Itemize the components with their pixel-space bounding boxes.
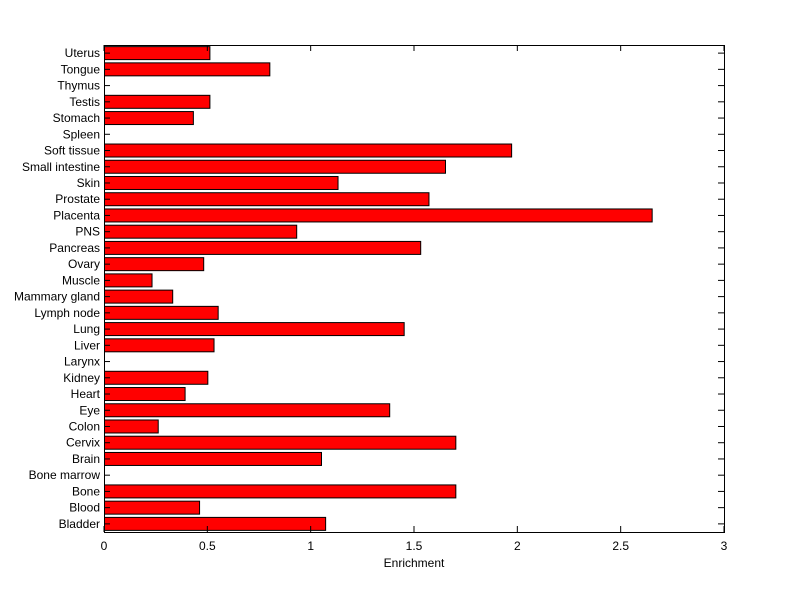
y-tick-label: Tongue (61, 62, 101, 76)
bar-ovary (104, 257, 205, 272)
y-tick-label: Liver (74, 338, 100, 352)
y-tick-label: Bone marrow (29, 468, 101, 482)
x-tick-label: 1 (307, 539, 314, 553)
y-tick-label: PNS (75, 225, 100, 239)
y-tick-label: Heart (71, 387, 101, 401)
bar-soft-tissue (104, 143, 513, 158)
bar-lung (104, 322, 405, 337)
x-tick-label: 2.5 (612, 539, 629, 553)
y-tick-label: Kidney (63, 371, 100, 385)
plot-frame (104, 45, 725, 533)
y-tick-label: Pancreas (49, 241, 100, 255)
bar-pns (104, 224, 298, 239)
y-tick-label: Lymph node (34, 306, 100, 320)
bar-liver (104, 338, 215, 353)
y-tick-label: Colon (69, 419, 100, 433)
y-tick-label: Blood (69, 501, 100, 515)
x-tick-label: 0 (101, 539, 108, 553)
bar-muscle (104, 273, 153, 288)
y-tick-label: Testis (69, 95, 100, 109)
bar-pancreas (104, 240, 422, 255)
bar-uterus (104, 46, 211, 61)
bar-brain (104, 451, 322, 466)
x-tick-label: 0.5 (199, 539, 216, 553)
y-tick-label: Larynx (64, 355, 100, 369)
bar-small-intestine (104, 159, 446, 174)
y-tick-label: Bladder (59, 517, 100, 531)
bar-mammary-gland (104, 289, 174, 304)
bar-bone (104, 484, 457, 499)
bar-tongue (104, 62, 271, 77)
ticks-layer: Bladder Blood Bone Bone marrow Brain Cervix Co… (14, 45, 728, 553)
bar-blood (104, 500, 201, 515)
bar-heart (104, 387, 186, 402)
y-tick-label: Spleen (63, 127, 100, 141)
y-tick-label: Soft tissue (44, 144, 100, 158)
y-tick-label: Ovary (68, 257, 100, 271)
bar-placenta (104, 208, 653, 223)
x-tick-label: 2 (514, 539, 521, 553)
y-tick-label: Bone (72, 484, 100, 498)
y-tick-label: Cervix (66, 436, 100, 450)
y-tick-label: Prostate (55, 192, 100, 206)
bar-bladder (104, 516, 327, 531)
bar-skin (104, 175, 339, 190)
y-tick-label: Stomach (53, 111, 100, 125)
x-tick-label: 3 (721, 539, 728, 553)
bar-lymph-node (104, 305, 219, 320)
y-tick-label: Skin (77, 176, 100, 190)
bar-testis (104, 94, 211, 109)
bar-eye (104, 403, 391, 418)
y-tick-label: Brain (72, 452, 100, 466)
bar-colon (104, 419, 159, 434)
bar-prostate (104, 192, 430, 207)
x-tick-label: 1.5 (406, 539, 423, 553)
y-tick-label: Small intestine (22, 160, 100, 174)
bar-cervix (104, 435, 457, 450)
y-tick-label: Eye (79, 403, 100, 417)
bar-stomach (104, 111, 194, 126)
y-tick-label: Thymus (57, 79, 100, 93)
y-tick-label: Mammary gland (14, 290, 100, 304)
y-tick-label: Muscle (62, 273, 100, 287)
y-tick-label: Lung (73, 322, 100, 336)
y-tick-label: Uterus (65, 46, 100, 60)
x-axis-title: Enrichment (384, 556, 445, 570)
bar-kidney (104, 370, 209, 385)
y-tick-label: Placenta (53, 208, 100, 222)
